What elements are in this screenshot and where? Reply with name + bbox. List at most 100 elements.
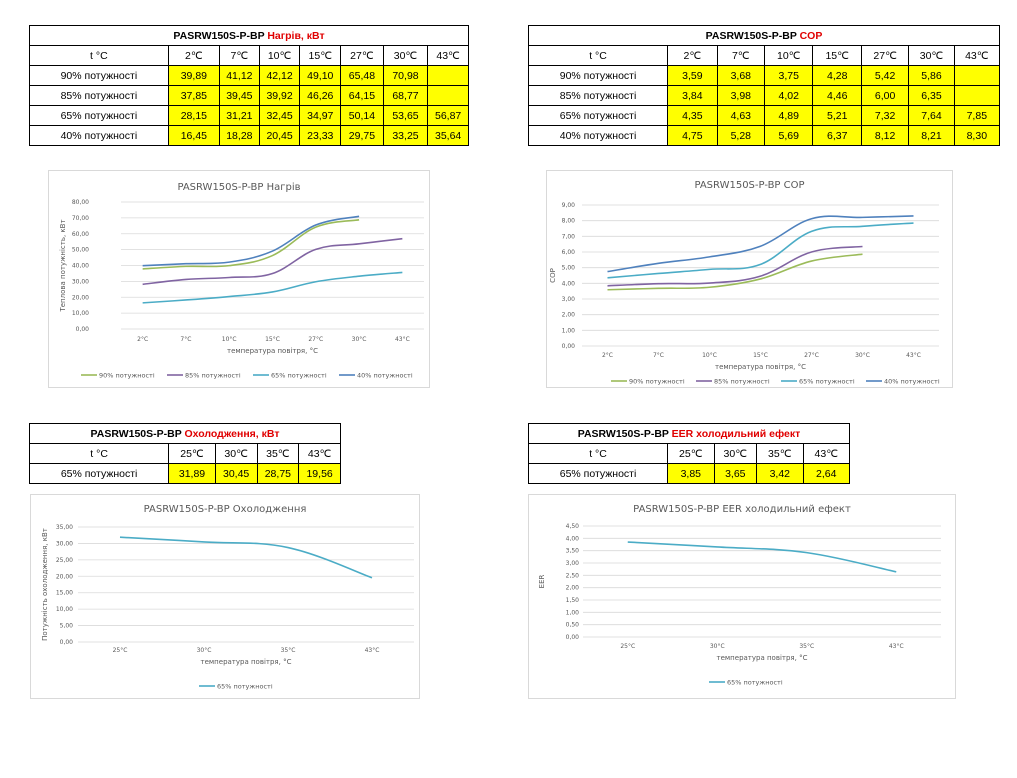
series-line: [607, 245, 863, 287]
table-cell: 41,12: [219, 65, 260, 86]
header-temp: 15℃: [812, 45, 862, 66]
header-temp: 30℃: [214, 443, 258, 464]
table-cell: 3,98: [716, 85, 766, 106]
table-title-model: PASRW150S-P-BP: [577, 427, 669, 440]
legend-label: 85% потужності: [185, 371, 241, 379]
y-tick-label: 35,00: [56, 524, 73, 531]
x-axis-label: температура повітря, °С: [717, 654, 808, 662]
y-axis-label: Теплова потужність, кВт: [59, 219, 67, 312]
table-cell: 28,15: [167, 105, 221, 126]
header-label: t °C: [29, 45, 169, 66]
legend-label: 65% потужності: [727, 678, 783, 686]
header-temp: 27℃: [340, 45, 384, 66]
table-title-model: PASRW150S-P-BP: [90, 427, 182, 440]
y-axis-label: EER: [538, 575, 546, 589]
table-cell: 4,75: [667, 125, 718, 146]
row-label: 40% потужності: [29, 125, 169, 146]
series-line: [607, 253, 863, 291]
header-temp: 43℃: [298, 443, 341, 464]
table-cell: 2,64: [802, 463, 851, 484]
table-cell: 16,45: [167, 125, 221, 146]
table-cell: 53,65: [382, 105, 429, 126]
table-cell: 4,89: [763, 105, 814, 126]
table-cell: 7,32: [860, 105, 910, 126]
x-tick-label: 27°С: [308, 336, 323, 343]
table-title-row: PASRW150S-P-BP EER холодильний ефект: [528, 423, 850, 444]
table-cell: 5,42: [860, 65, 910, 86]
cooling-chart-svg: PASRW150S-P-BP Охолодження 0,00 5,00 10,00 1…: [41, 504, 414, 690]
legend-label: 40% потужності: [357, 371, 413, 379]
table-cell: 19,56: [298, 463, 341, 484]
y-tick-label: 1,50: [566, 597, 580, 604]
table-cell: 29,75: [340, 125, 384, 146]
x-tick-label: 10°С: [222, 336, 237, 343]
table-cell: 3,75: [763, 65, 814, 86]
y-tick-label: 9,00: [562, 202, 576, 209]
table-title: PASRW150S-P-BP COP: [528, 25, 1000, 46]
y-tick-label: 2,00: [566, 585, 580, 592]
y-tick-label: 10,00: [56, 606, 73, 613]
table-title-parameter: Охолодження, кВт: [184, 427, 280, 440]
x-tick-label: 10°С: [702, 352, 717, 359]
table-header-row: t °C 25℃ 30℃ 35℃ 43℃: [28, 443, 341, 464]
table-cell: 4,28: [812, 65, 862, 86]
x-tick-label: 43°С: [395, 336, 410, 343]
table-cell: 3,65: [713, 463, 758, 484]
table-header-row: t °C 2℃ 7℃ 10℃ 15℃ 27℃ 30℃ 43℃: [29, 45, 469, 66]
legend-label: 40% потужності: [884, 377, 940, 385]
y-tick-label: 4,50: [566, 523, 580, 530]
y-tick-label: 20,00: [56, 573, 73, 580]
header-temp: 7℃: [219, 45, 260, 66]
y-tick-label: 1,00: [562, 327, 576, 334]
series-line: [142, 215, 360, 267]
table-cell: 34,97: [299, 105, 342, 126]
x-tick-label: 25°С: [620, 643, 635, 650]
table-row: 40% потужності 16,45 18,28 20,45 23,33 29,75 3…: [29, 125, 469, 146]
y-tick-label: 4,00: [562, 280, 576, 287]
x-axis-label: температура повітря, °С: [227, 347, 318, 355]
header-temp: 43℃: [427, 45, 469, 66]
table-cell: 8,30: [953, 125, 1001, 146]
header-temp: 35℃: [256, 443, 300, 464]
heating-table: PASRW150S-P-BP Нагрів, кВт t °C 2℃ 7℃ 10℃ 15℃…: [29, 25, 469, 146]
row-label: 40% потужності: [527, 125, 669, 146]
row-label: 90% потужності: [527, 65, 669, 86]
table-cell: 3,59: [667, 65, 718, 86]
series-line: [142, 237, 403, 286]
series-line: [607, 215, 914, 273]
table-cell: 49,10: [299, 65, 342, 86]
cop-table: PASRW150S-P-BP COP t °C 2℃ 7℃ 10℃ 15℃ 27℃ 30℃ 43…: [527, 25, 1001, 146]
table-cell: 56,87: [427, 105, 469, 126]
table-cell: 70,98: [382, 65, 429, 86]
header-temp: 2℃: [167, 45, 221, 66]
x-tick-label: 15°С: [753, 352, 768, 359]
table-cell: 4,46: [812, 85, 862, 106]
row-label: 65% потужності: [527, 105, 669, 126]
table-cell: 3,84: [667, 85, 718, 106]
y-tick-label: 1,00: [566, 609, 580, 616]
table-title-model: PASRW150S-P-BP: [705, 29, 797, 42]
series-line: [142, 271, 403, 304]
eer-table: PASRW150S-P-BP EER холодильний ефект t °C…: [527, 423, 851, 484]
x-axis-label: температура повітря, °С: [715, 363, 806, 371]
table-cell: 3,42: [756, 463, 804, 484]
table-cell: 20,45: [258, 125, 301, 146]
y-tick-label: 7,00: [562, 233, 576, 240]
header-label: t °C: [527, 45, 669, 66]
legend-label: 65% потужності: [799, 377, 855, 385]
header-temp: 7℃: [716, 45, 766, 66]
table-row: 85% потужності 37,85 39,45 39,92 46,26 64,15 6…: [29, 85, 469, 106]
header-temp: 15℃: [299, 45, 342, 66]
table-cell: 33,25: [382, 125, 429, 146]
header-temp: 25℃: [168, 443, 216, 464]
x-tick-label: 7°С: [180, 336, 191, 343]
x-tick-label: 27°С: [804, 352, 819, 359]
legend-label: 65% потужності: [217, 682, 273, 690]
series-line: [607, 222, 914, 279]
x-tick-label: 43°С: [365, 647, 380, 654]
table-row: 65% потужності 31,89 30,45 28,75 19,56: [28, 463, 341, 484]
y-tick-label: 5,00: [562, 265, 576, 272]
heating-chart: PASRW150S-P-BP Нагрів 0,00 10,00 20,00 30,00…: [48, 170, 430, 388]
cooling-table: PASRW150S-P-BP Охолодження, кВт t °C 25℃ 30…: [28, 423, 341, 484]
y-tick-label: 0,00: [566, 634, 580, 641]
